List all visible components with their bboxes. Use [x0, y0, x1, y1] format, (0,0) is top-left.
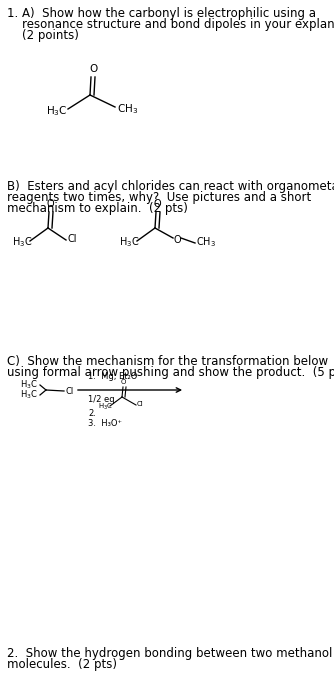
Text: $\mathregular{H_3C}$: $\mathregular{H_3C}$: [20, 389, 38, 401]
Text: 2.  Show the hydrogen bonding between two methanol: 2. Show the hydrogen bonding between two…: [7, 647, 332, 660]
Text: O: O: [46, 199, 54, 209]
Text: $\mathregular{H_3C}$: $\mathregular{H_3C}$: [46, 104, 67, 118]
Text: 1/2 eq.: 1/2 eq.: [88, 395, 117, 404]
Text: C)  Show the mechanism for the transformation below: C) Show the mechanism for the transforma…: [7, 355, 328, 368]
Text: O: O: [120, 379, 126, 385]
Text: resonance structure and bond dipoles in your explanation.: resonance structure and bond dipoles in …: [7, 18, 334, 31]
Text: 2.: 2.: [88, 409, 96, 418]
Text: $\mathregular{H_3C}$: $\mathregular{H_3C}$: [98, 402, 113, 412]
Text: $\mathregular{H_3C}$: $\mathregular{H_3C}$: [119, 235, 139, 249]
Text: 1. A)  Show how the carbonyl is electrophilic using a: 1. A) Show how the carbonyl is electroph…: [7, 7, 316, 20]
Text: mechanism to explain.  (2 pts): mechanism to explain. (2 pts): [7, 202, 188, 215]
Text: O: O: [174, 235, 182, 245]
Text: $\mathregular{H_3C}$: $\mathregular{H_3C}$: [20, 379, 38, 391]
Text: $\mathregular{CH_3}$: $\mathregular{CH_3}$: [117, 102, 138, 116]
Text: $\mathregular{CH_3}$: $\mathregular{CH_3}$: [196, 235, 216, 249]
Text: $\mathregular{H_3C}$: $\mathregular{H_3C}$: [12, 235, 32, 249]
Text: Cl: Cl: [67, 234, 76, 244]
Text: O: O: [89, 64, 97, 74]
Text: Cl: Cl: [137, 401, 144, 407]
Text: using formal arrow pushing and show the product.  (5 pts): using formal arrow pushing and show the …: [7, 366, 334, 379]
Text: Cl: Cl: [65, 387, 73, 396]
Text: O: O: [153, 199, 161, 209]
Text: (2 points): (2 points): [7, 29, 79, 42]
Text: molecules.  (2 pts): molecules. (2 pts): [7, 658, 117, 671]
Text: 3.  H₃O⁺: 3. H₃O⁺: [88, 419, 122, 428]
Text: 1.  Mg, Et₂O: 1. Mg, Et₂O: [88, 372, 137, 381]
Text: B)  Esters and acyl chlorides can react with organometallic: B) Esters and acyl chlorides can react w…: [7, 180, 334, 193]
Text: reagents two times, why?  Use pictures and a short: reagents two times, why? Use pictures an…: [7, 191, 311, 204]
